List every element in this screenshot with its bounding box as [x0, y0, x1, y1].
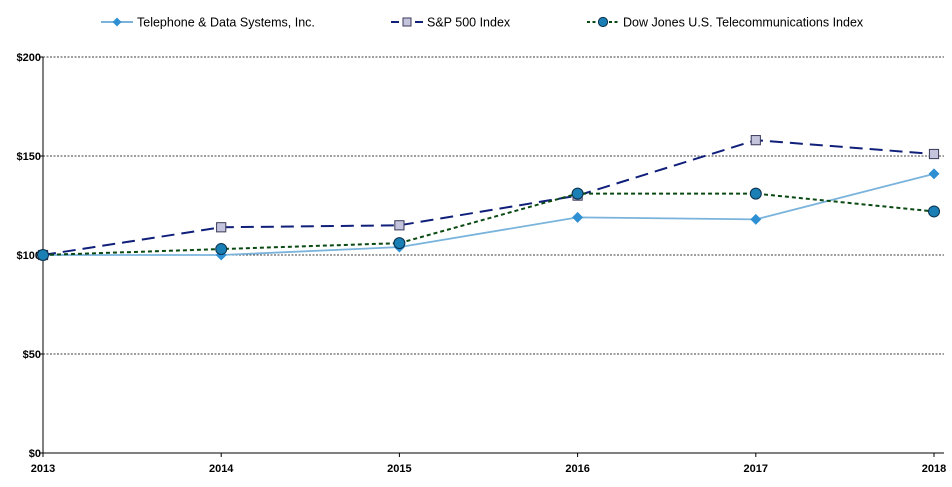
- data-point: [37, 249, 49, 261]
- x-tick-label: 2015: [387, 463, 411, 475]
- data-point: [750, 135, 761, 146]
- x-tick-label: 2013: [31, 463, 55, 475]
- data-point: [393, 237, 406, 250]
- data-point: [928, 205, 940, 218]
- series-markers: [37, 135, 940, 261]
- data-point: [928, 148, 940, 160]
- data-point: [215, 243, 228, 256]
- legend-marker-1: [112, 17, 122, 27]
- y-tick-label: $50: [23, 349, 41, 361]
- series-lines: [42, 139, 935, 256]
- x-tick-label: 2017: [744, 463, 768, 475]
- legend-label-2: S&P 500 Index: [427, 16, 511, 30]
- y-tick-label: $150: [17, 151, 41, 163]
- legend-marker-2: [402, 17, 412, 27]
- legend-label-3: Dow Jones U.S. Telecommunications Index: [623, 16, 864, 30]
- y-tick-label: $200: [17, 52, 41, 64]
- x-tick-label: 2016: [565, 463, 589, 475]
- legend: Telephone & Data Systems, Inc. S&P 500 In…: [101, 16, 864, 30]
- data-point: [394, 220, 405, 231]
- y-tick-label: $0: [29, 448, 41, 460]
- gridlines: [43, 56, 944, 355]
- x-tick-label: 2018: [922, 463, 946, 475]
- legend-label-1: Telephone & Data Systems, Inc.: [137, 16, 315, 30]
- y-tick-label: $100: [17, 250, 41, 262]
- x-tick-label: 2014: [209, 463, 234, 475]
- data-point: [928, 168, 940, 180]
- data-point: [216, 222, 227, 233]
- series-line-1: [43, 172, 935, 256]
- y-axis-tick-labels: $0 $50 $100 $150 $200: [17, 52, 41, 460]
- x-axis-tick-labels: 2013 2014 2015 2016 2017 2018: [31, 463, 946, 475]
- data-point: [571, 187, 584, 200]
- legend-marker-3: [597, 16, 609, 28]
- axes: [39, 56, 944, 457]
- data-point: [749, 187, 762, 200]
- data-point: [572, 211, 584, 223]
- series-line-3: [42, 192, 935, 256]
- series-line-2: [42, 139, 935, 256]
- data-point: [750, 213, 762, 225]
